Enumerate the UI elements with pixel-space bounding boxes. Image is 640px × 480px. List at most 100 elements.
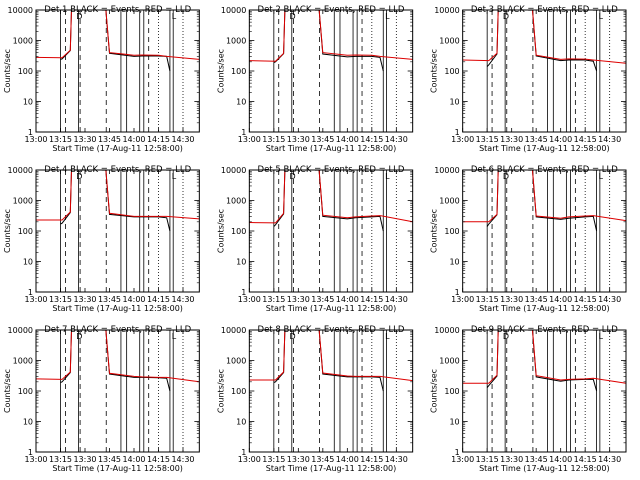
- x-axis-label: Start Time (17-Aug-11 12:58:00): [52, 464, 183, 473]
- panel-title: Det 7 BLACK = Events, RED = LLD: [44, 325, 191, 335]
- y-tick-label: 100: [231, 387, 246, 396]
- y-tick-label: 10000: [221, 326, 246, 335]
- x-tick-label: 13:00: [238, 135, 261, 144]
- x-tick-label: 13:45: [98, 455, 121, 464]
- y-tick-label: 100: [444, 67, 459, 76]
- x-tick-label: 13:00: [451, 295, 474, 304]
- y-tick-label: 10: [449, 418, 459, 427]
- plot-area: [462, 170, 626, 292]
- x-tick-label: 13:45: [311, 295, 334, 304]
- plot-area: [36, 330, 200, 452]
- x-tick-label: 13:45: [311, 455, 334, 464]
- x-tick-label: 13:45: [525, 135, 548, 144]
- x-tick-label: 14:30: [385, 135, 408, 144]
- lld-series-line: [249, 330, 413, 382]
- y-axis-label: Counts/sec: [3, 49, 12, 93]
- y-tick-label: 1: [241, 288, 246, 297]
- y-tick-label: 10000: [8, 166, 33, 175]
- x-axis-label: Start Time (17-Aug-11 12:58:00): [52, 304, 183, 313]
- x-tick-label: 14:15: [574, 295, 597, 304]
- x-tick-label: 14:00: [122, 295, 145, 304]
- marker-label-l: L: [172, 172, 177, 181]
- chart-panel-5: 13:00 13:15 13:30 13:45 14:00 14:15 14:30 1 10 10…: [216, 165, 414, 313]
- marker-label-l: L: [385, 12, 390, 21]
- events-series-line: [60, 170, 171, 232]
- lld-series-line: [462, 10, 626, 64]
- x-tick-label: 13:30: [73, 135, 96, 144]
- panel-title: Det 8 BLACK = Events, RED = LLD: [258, 325, 405, 335]
- y-tick-label: 100: [444, 227, 459, 236]
- x-tick-label: 13:00: [24, 295, 47, 304]
- x-tick-label: 14:00: [549, 135, 572, 144]
- x-tick-label: 13:30: [287, 455, 310, 464]
- y-tick-label: 100: [18, 67, 33, 76]
- x-tick-label: 13:30: [500, 455, 523, 464]
- y-tick-label: 1000: [226, 357, 246, 366]
- events-series-line: [60, 330, 171, 392]
- y-axis-label: Counts/sec: [430, 49, 439, 93]
- lld-series-line: [462, 330, 626, 384]
- y-tick-label: 10000: [434, 166, 459, 175]
- events-series-line: [486, 330, 598, 392]
- x-tick-label: 14:00: [549, 455, 572, 464]
- x-tick-label: 13:00: [24, 455, 47, 464]
- chart-panel-4: 13:00 13:15 13:30 13:45 14:00 14:15 14:30 1 10 10…: [3, 165, 200, 313]
- y-tick-label: 1: [28, 288, 33, 297]
- marker-label-l: L: [598, 172, 603, 181]
- events-series-line: [273, 170, 384, 232]
- x-tick-label: 14:15: [360, 135, 383, 144]
- x-tick-label: 14:15: [147, 455, 170, 464]
- x-tick-label: 13:30: [287, 295, 310, 304]
- x-tick-label: 13:15: [262, 455, 285, 464]
- x-tick-label: 14:00: [549, 295, 572, 304]
- lld-series-line: [462, 170, 626, 223]
- plot-area: [36, 170, 200, 292]
- x-tick-label: 14:00: [336, 135, 359, 144]
- marker-label-d: D: [76, 332, 82, 341]
- y-axis-label: Counts/sec: [216, 369, 225, 413]
- marker-label-d: D: [503, 12, 509, 21]
- y-tick-label: 10: [23, 258, 33, 267]
- y-axis-label: Counts/sec: [216, 209, 225, 253]
- x-axis-label: Start Time (17-Aug-11 12:58:00): [479, 464, 610, 473]
- x-tick-label: 13:15: [49, 135, 72, 144]
- x-tick-label: 14:00: [122, 135, 145, 144]
- x-axis-label: Start Time (17-Aug-11 12:58:00): [266, 304, 397, 313]
- marker-label-d: D: [76, 172, 82, 181]
- y-tick-label: 1: [241, 448, 246, 457]
- x-tick-label: 13:30: [73, 295, 96, 304]
- x-tick-label: 13:30: [287, 135, 310, 144]
- y-tick-label: 100: [231, 67, 246, 76]
- x-tick-label: 14:00: [122, 455, 145, 464]
- x-tick-label: 13:15: [476, 135, 499, 144]
- panel-title: Det 4 BLACK = Events, RED = LLD: [44, 165, 191, 175]
- y-tick-label: 10000: [221, 166, 246, 175]
- marker-label-d: D: [76, 12, 82, 21]
- x-tick-label: 13:45: [98, 295, 121, 304]
- marker-label-d: D: [290, 12, 296, 21]
- panel-title: Det 2 BLACK = Events, RED = LLD: [258, 5, 405, 15]
- x-tick-label: 13:15: [262, 295, 285, 304]
- events-series-line: [273, 330, 384, 392]
- chart-panel-7: 13:00 13:15 13:30 13:45 14:00 14:15 14:30 1 10 10…: [3, 325, 200, 473]
- y-tick-label: 1: [28, 448, 33, 457]
- x-tick-label: 13:30: [500, 135, 523, 144]
- chart-panel-6: 13:00 13:15 13:30 13:45 14:00 14:15 14:30 1 10 10…: [430, 165, 627, 313]
- plot-area: [249, 10, 413, 132]
- panel-title: Det 9 BLACK = Events, RED = LLD: [471, 325, 618, 335]
- lld-series-line: [249, 170, 413, 224]
- x-tick-label: 14:30: [171, 295, 194, 304]
- y-tick-label: 10: [236, 98, 246, 107]
- y-tick-label: 1000: [13, 197, 33, 206]
- panel-title: Det 5 BLACK = Events, RED = LLD: [258, 165, 405, 175]
- plot-area: [249, 330, 413, 452]
- marker-label-d: D: [503, 172, 509, 181]
- plot-area: [36, 10, 200, 132]
- y-axis-label: Counts/sec: [430, 369, 439, 413]
- x-tick-label: 14:30: [598, 135, 621, 144]
- y-tick-label: 10: [236, 258, 246, 267]
- x-tick-label: 14:15: [147, 295, 170, 304]
- y-tick-label: 1000: [13, 37, 33, 46]
- x-tick-label: 13:00: [24, 135, 47, 144]
